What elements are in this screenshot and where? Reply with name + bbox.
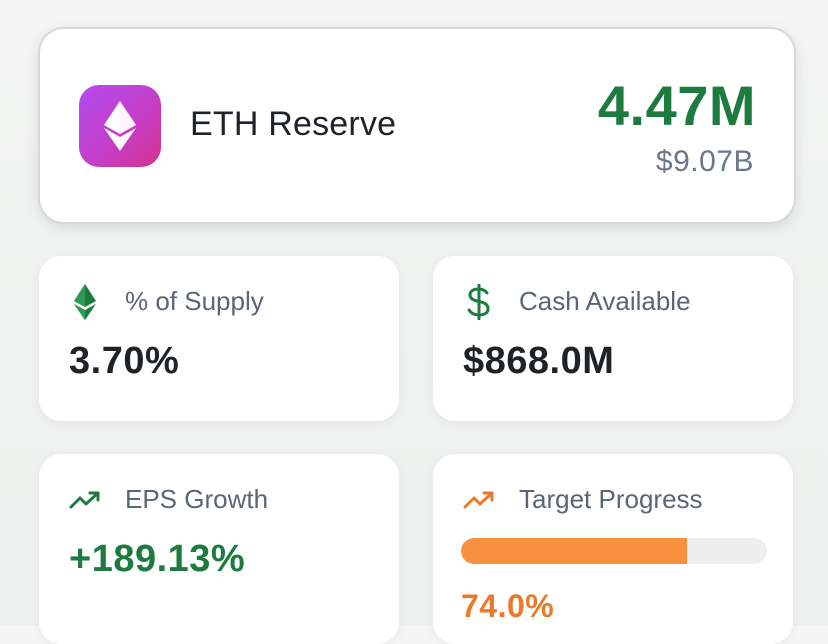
reserve-usd-value: $9.07B	[655, 145, 754, 178]
cash-value: $868.0M	[463, 340, 615, 382]
cash-card: Cash Available $868.0M	[433, 256, 793, 421]
cash-label: Cash Available	[519, 286, 691, 316]
eth-reserve-card: ETH Reserve 4.47M $9.07B	[38, 27, 796, 224]
eps-growth-value: +189.13%	[69, 538, 246, 580]
target-progress-bar	[461, 538, 767, 564]
supply-value: 3.70%	[69, 340, 180, 382]
ethereum-logo	[79, 85, 161, 167]
target-progress-label: Target Progress	[519, 484, 703, 514]
supply-label: % of Supply	[125, 286, 264, 316]
dollar-icon	[463, 284, 495, 320]
target-progress-fill	[461, 538, 688, 564]
supply-card: % of Supply 3.70%	[39, 256, 399, 421]
eps-growth-card: EPS Growth +189.13%	[39, 454, 399, 644]
reserve-amount: 4.47M	[597, 74, 756, 137]
ethereum-icon	[104, 101, 136, 151]
trending-up-icon	[69, 482, 101, 518]
ethereum-icon	[69, 284, 101, 320]
reserve-title: ETH Reserve	[190, 105, 397, 143]
eps-growth-label: EPS Growth	[125, 484, 269, 514]
target-progress-value: 74.0%	[461, 588, 555, 624]
trending-up-icon	[463, 482, 495, 518]
target-progress-card: Target Progress 74.0%	[433, 454, 793, 644]
